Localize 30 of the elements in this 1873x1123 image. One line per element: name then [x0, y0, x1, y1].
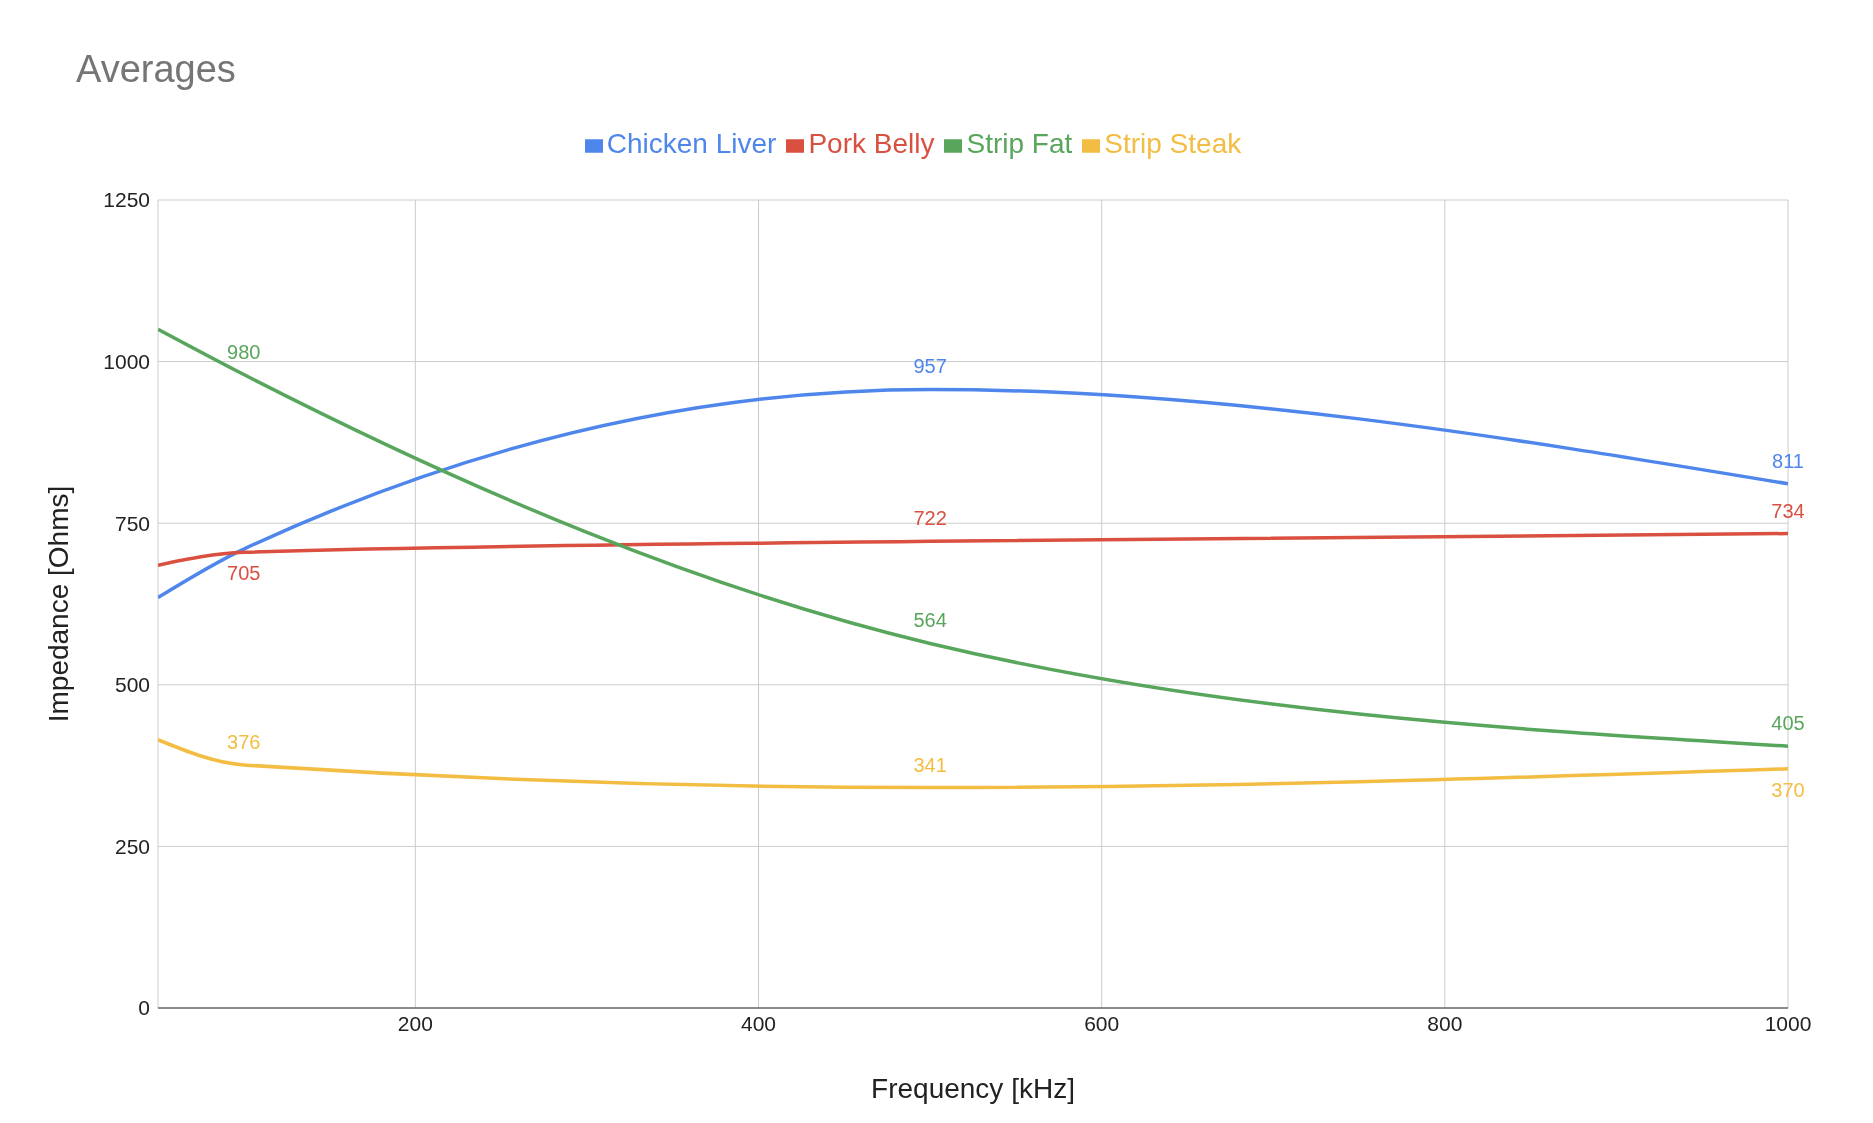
legend-label: Strip Steak: [1104, 128, 1242, 159]
y-tick-label: 750: [114, 511, 150, 535]
chart-title: Averages: [75, 47, 237, 92]
legend-label: Pork Belly: [808, 128, 935, 159]
legend-label: Chicken Liver: [606, 128, 777, 159]
data-label: 370: [1771, 778, 1805, 801]
data-label: 341: [913, 753, 947, 776]
data-label: 405: [1771, 712, 1805, 735]
x-tick-label: 1000: [1764, 1011, 1812, 1035]
x-axis-title: Frequency [kHz]: [871, 1073, 1075, 1104]
y-tick-label: 250: [114, 834, 150, 858]
x-tick-label: 400: [741, 1011, 777, 1035]
y-tick-label: 0: [138, 996, 150, 1020]
x-tick-label: 200: [397, 1011, 433, 1035]
data-label: 811: [1772, 449, 1804, 472]
data-label: 705: [227, 562, 261, 585]
x-tick-label: 800: [1427, 1011, 1463, 1035]
data-label: 734: [1771, 499, 1805, 522]
y-axis-title: Impedance [Ohms]: [42, 485, 74, 723]
data-label: 376: [227, 730, 261, 753]
data-label: 957: [913, 355, 947, 378]
data-label: 722: [913, 507, 947, 530]
line-series: [158, 531, 1788, 567]
y-tick-label: 500: [114, 673, 150, 697]
x-tick-label: 600: [1084, 1011, 1120, 1035]
y-tick-label: 1000: [103, 350, 150, 374]
data-label: 564: [913, 609, 947, 632]
y-tick-label: 1250: [103, 188, 150, 212]
data-label: 980: [227, 340, 261, 363]
legend-label: Strip Fat: [966, 128, 1073, 159]
